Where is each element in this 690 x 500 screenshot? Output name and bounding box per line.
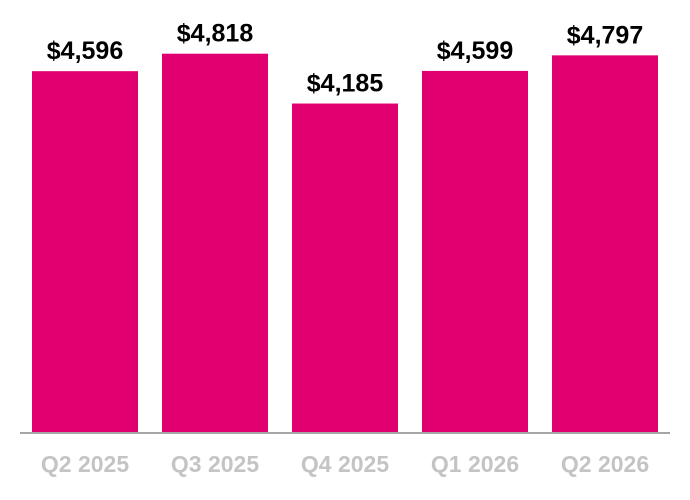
bar-value-label: $4,797 xyxy=(567,21,643,49)
bar-value-label: $4,818 xyxy=(177,20,254,48)
bar-q2-2025 xyxy=(32,71,138,433)
x-tick-label: Q2 2026 xyxy=(561,451,649,477)
bar-q2-2026 xyxy=(552,55,658,433)
x-tick-label: Q2 2025 xyxy=(41,451,129,477)
bar-q1-2026 xyxy=(422,70,528,433)
bar-value-label: $4,596 xyxy=(47,37,123,65)
bars-group xyxy=(32,53,658,433)
bar-q3-2025 xyxy=(162,53,268,433)
bar-value-label: $4,599 xyxy=(437,37,513,65)
bar-value-label: $4,185 xyxy=(307,70,384,98)
x-tick-label: Q3 2025 xyxy=(171,451,259,477)
bar-q4-2025 xyxy=(292,103,398,433)
category-labels-group: Q2 2025 Q3 2025 Q4 2025 Q1 2026 Q2 2026 xyxy=(41,451,649,477)
x-tick-label: Q4 2025 xyxy=(301,451,389,477)
x-tick-label: Q1 2026 xyxy=(431,451,519,477)
value-labels-group: $4,596 $4,818 $4,185 $4,599 $4,797 xyxy=(47,20,643,98)
